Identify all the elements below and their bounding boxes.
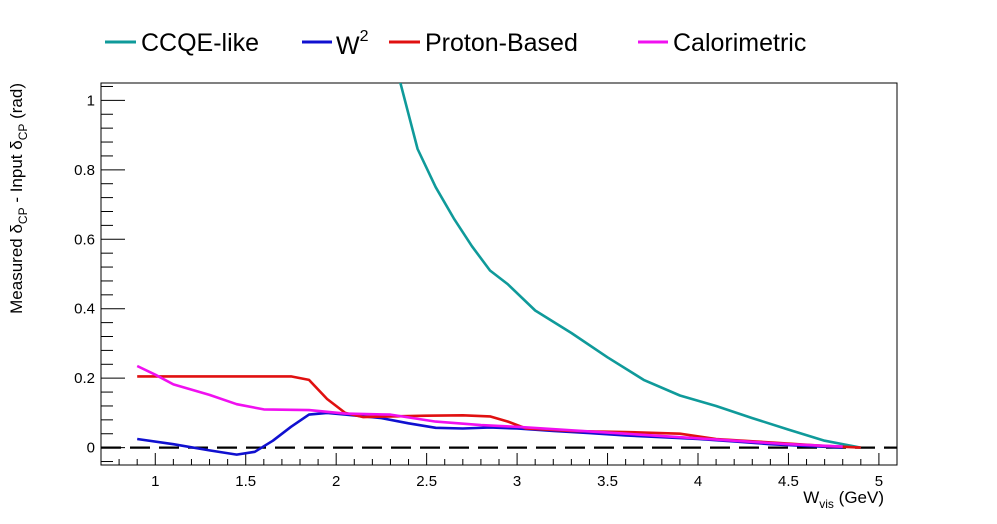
- y-axis-title-part1: Measured δ: [7, 224, 26, 314]
- plot-frame: [100, 82, 898, 466]
- x-axis-ticks: 1 1.5 2 2.5 3 3.5 4 4.5 5: [118, 453, 898, 490]
- x-axis-title-sub: vis: [819, 497, 834, 511]
- legend-label-calorimetric: Calorimetric: [673, 29, 806, 57]
- x-axis-title-main: W: [803, 488, 819, 507]
- x-tick-label-2-5: 2.5: [416, 473, 437, 490]
- y-tick-label-0-6: 0.6: [74, 231, 95, 248]
- y-tick-label-0-4: 0.4: [74, 301, 95, 318]
- legend-item-proton-based[interactable]: Proton-Based: [389, 29, 578, 57]
- y-tick-label-1: 1: [87, 92, 95, 109]
- series-layer: [101, 0, 897, 456]
- y-axis-title-sub1: CP: [16, 207, 30, 224]
- y-tick-label-0-8: 0.8: [74, 162, 95, 179]
- x-tick-label-3: 3: [513, 473, 521, 490]
- y-tick-label-0: 0: [87, 440, 95, 457]
- legend-label-w2-main: W: [336, 32, 360, 60]
- y-axis-title-part3: (rad): [7, 83, 26, 124]
- legend-item-ccqe-like[interactable]: CCQE-like: [105, 29, 259, 57]
- x-tick-label-1-5: 1.5: [235, 473, 256, 490]
- legend-label-ccqe-like: CCQE-like: [141, 29, 259, 57]
- x-axis-title: Wvis (GeV): [803, 488, 884, 511]
- series-line-calorimetric[interactable]: [136, 364, 843, 448]
- x-tick-label-1: 1: [151, 473, 159, 490]
- legend-item-w2[interactable]: W2: [302, 28, 369, 60]
- y-axis-title-sub2: CP: [16, 124, 30, 141]
- legend-item-calorimetric[interactable]: Calorimetric: [638, 29, 806, 57]
- x-tick-label-4-5: 4.5: [778, 473, 799, 490]
- y-axis-ticks: 0 0.2 0.4 0.6 0.8 1: [74, 85, 125, 463]
- y-axis-title-part2: - Input δ: [7, 140, 26, 207]
- legend-label-w2-sup: 2: [360, 28, 369, 45]
- legend-label-proton-based: Proton-Based: [425, 29, 578, 57]
- x-tick-label-3-5: 3.5: [597, 473, 618, 490]
- x-tick-label-4: 4: [694, 473, 702, 490]
- x-tick-label-2: 2: [332, 473, 340, 490]
- series-line-ccqe-like[interactable]: [372, 0, 862, 449]
- legend-label-w2: W2: [336, 28, 369, 60]
- x-axis-title-rest: (GeV): [834, 488, 884, 507]
- y-tick-label-0-2: 0.2: [74, 370, 95, 387]
- legend: CCQE-like W2 Proton-Based Calorimetric: [105, 28, 806, 60]
- series-line-proton-based[interactable]: [137, 375, 861, 449]
- x-tick-label-5: 5: [875, 473, 883, 490]
- y-axis-title: Measured δCP - Input δCP (rad): [7, 83, 30, 314]
